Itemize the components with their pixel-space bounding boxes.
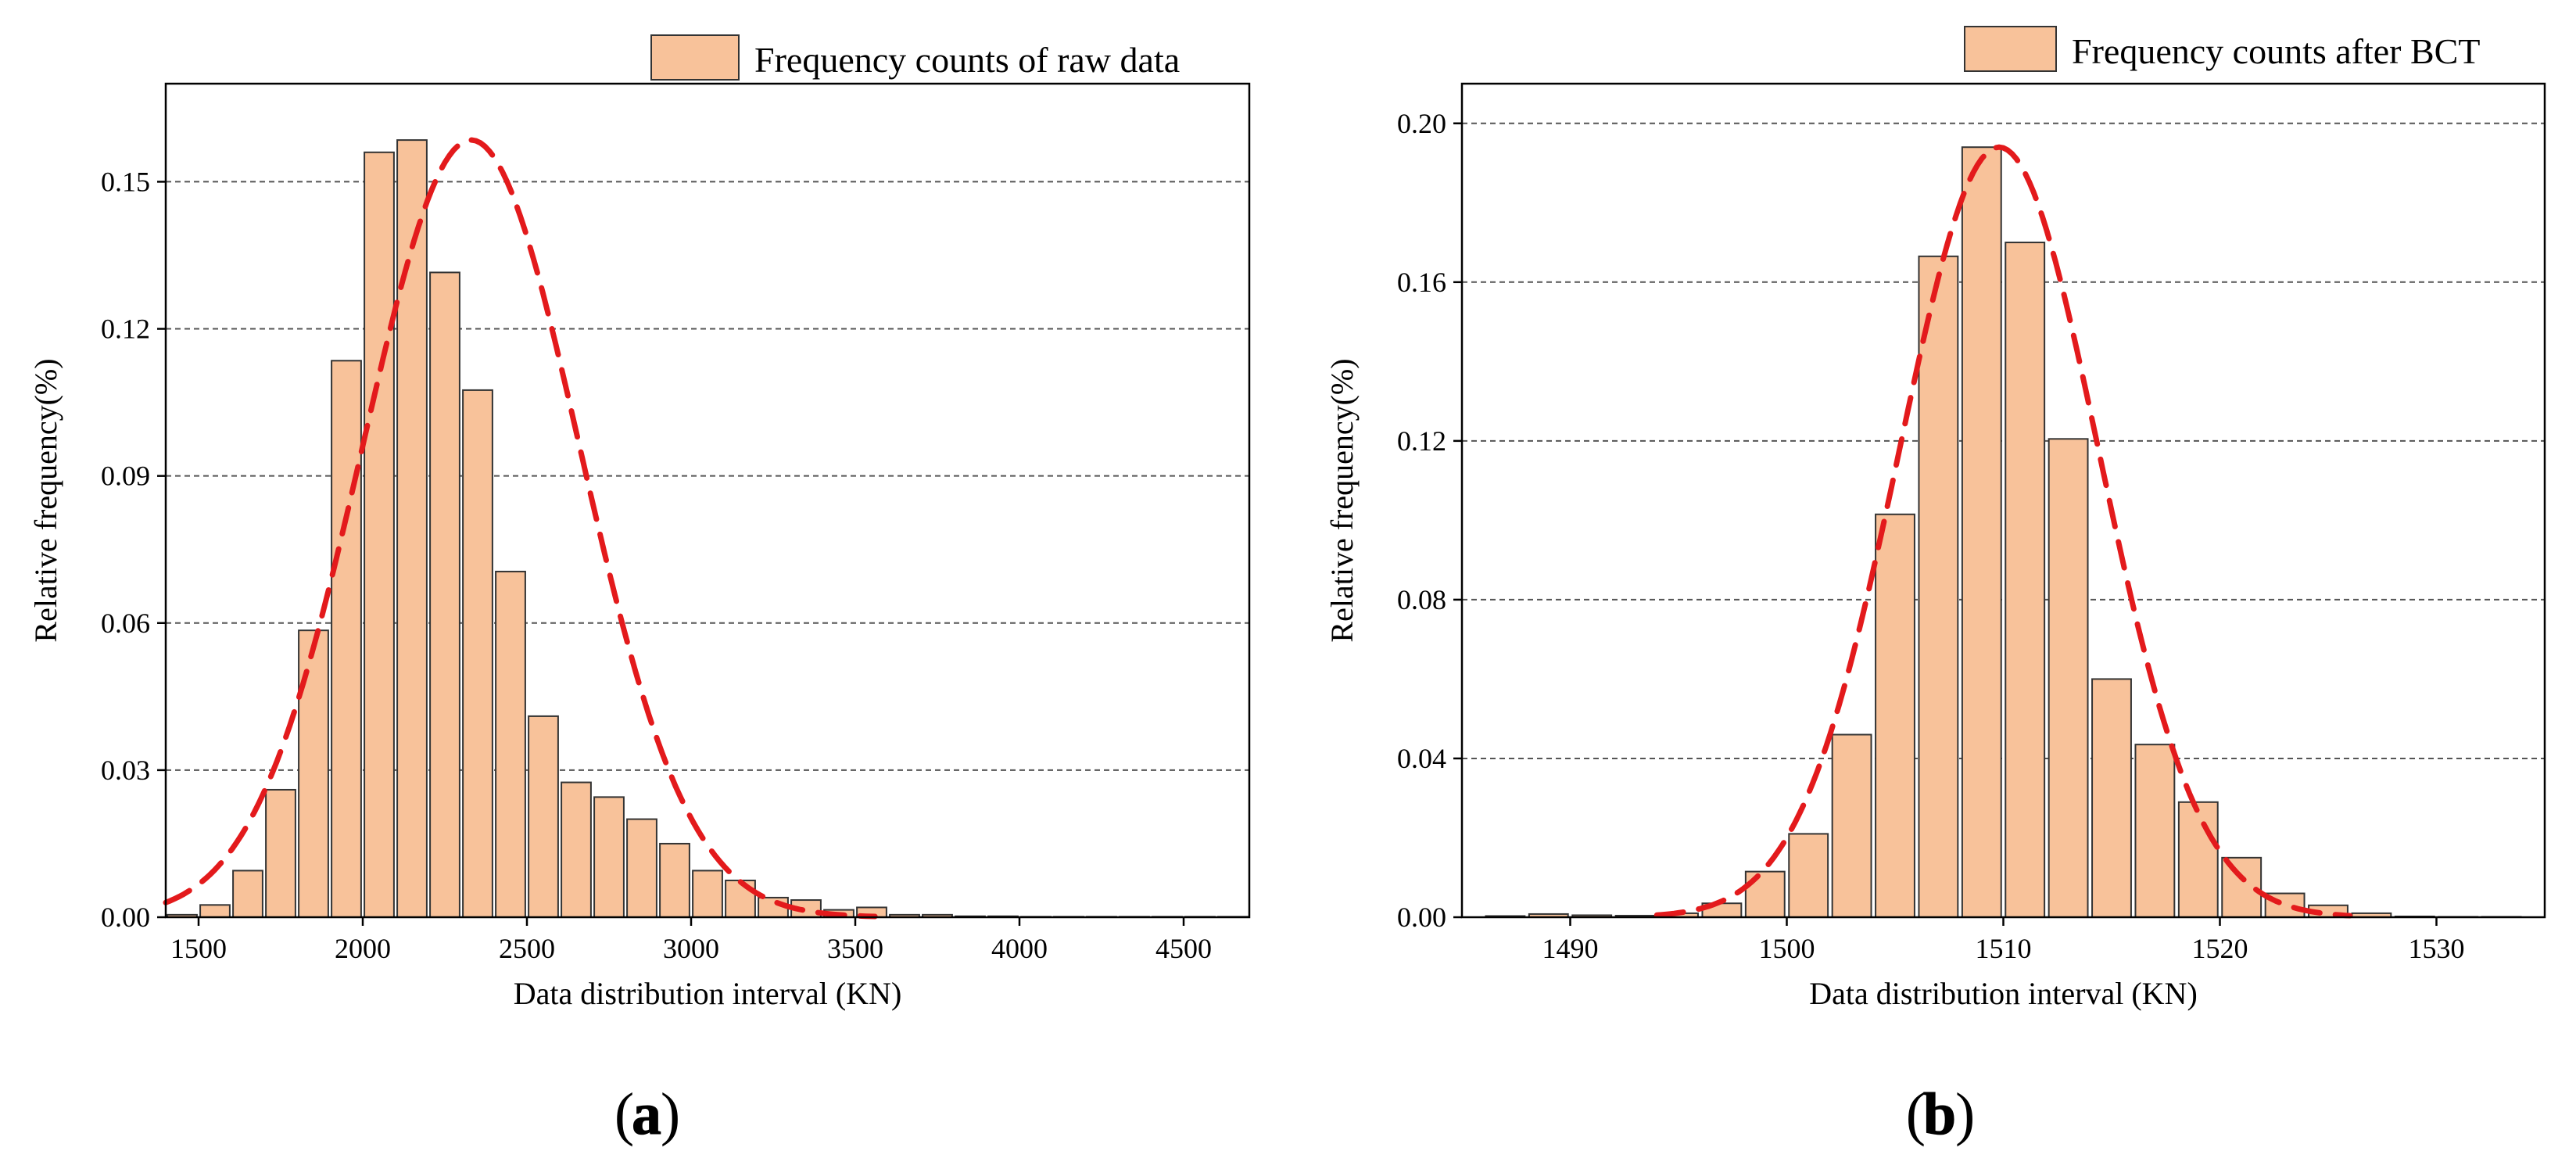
y-axis-title: Relative frequency(%): [1324, 358, 1360, 642]
plot-frame: [164, 82, 1251, 919]
chart-panel-a: 0.00 0.03 0.06 0.09 0.12 0.15 1500 2000 2500 3000…: [28, 34, 1251, 1148]
histogram-bar: [495, 570, 526, 918]
histogram-bar: [2177, 801, 2219, 919]
chart-panel-b: 0.00 0.04 0.08 0.12 0.16 0.20 1490 1500 1510 1520…: [1324, 26, 2546, 1148]
histogram-bar: [396, 139, 428, 919]
x-tick-label: 1500: [1759, 933, 1815, 964]
panel-letter: b: [1923, 1081, 1956, 1147]
x-tick-label: 1520: [2192, 933, 2248, 964]
x-tick-label: 4000: [991, 933, 1048, 964]
x-tick-label: 1500: [170, 933, 227, 964]
y-tick-label: 0.00: [101, 902, 150, 933]
histogram-bar: [298, 629, 329, 918]
legend-swatch: [1964, 26, 2057, 72]
y-tick-label: 0.15: [101, 166, 150, 197]
y-tick-label: 0.12: [101, 314, 150, 345]
histogram-bar: [561, 781, 592, 919]
histogram-bar: [528, 715, 559, 918]
x-tick-label: 3000: [663, 933, 719, 964]
y-tick-label: 0.08: [1397, 584, 1446, 615]
y-tick-label: 0.20: [1397, 108, 1446, 139]
x-tick-label: 2000: [335, 933, 391, 964]
legend: Frequency counts of raw data: [650, 34, 1180, 81]
panel-label: (b): [1906, 1081, 1976, 1147]
x-tick-label: 3500: [827, 933, 883, 964]
histogram-bar: [1831, 733, 1872, 918]
panel-label: (a): [614, 1081, 680, 1147]
x-axis-title: Data distribution interval (KN): [1809, 976, 2198, 1011]
x-tick-label: 1490: [1542, 933, 1599, 964]
y-tick-label: 0.06: [101, 608, 150, 639]
histogram-bar: [462, 389, 493, 919]
y-tick-label: 0.04: [1397, 743, 1446, 774]
y-tick-label: 0.03: [101, 755, 150, 786]
histogram-bar: [2005, 242, 2046, 918]
histogram-bar: [593, 796, 625, 919]
histogram-bar: [626, 818, 657, 919]
legend: Frequency counts after BCT: [1964, 26, 2480, 72]
normal-fit-curve: [1653, 144, 2353, 919]
histogram-bar: [1961, 146, 2002, 918]
legend-swatch: [650, 34, 740, 81]
y-axis-title: Relative frequency(%): [28, 358, 63, 642]
legend-label: Frequency counts of raw data: [754, 40, 1180, 80]
x-tick-label: 2500: [499, 933, 555, 964]
x-axis-title: Data distribution interval (KN): [514, 976, 902, 1011]
histogram-bar: [659, 842, 690, 918]
histogram-bar: [232, 870, 263, 919]
normal-fit-curve: [163, 137, 878, 920]
legend-label: Frequency counts after BCT: [2072, 31, 2480, 71]
panel-letter: a: [632, 1081, 661, 1147]
histogram-bar: [364, 151, 395, 919]
histogram-bar: [1788, 833, 1829, 919]
histogram-bar: [692, 870, 723, 919]
x-tick-label: 1510: [1976, 933, 2032, 964]
histogram-bar: [331, 360, 362, 919]
histogram-bar: [1918, 255, 1959, 919]
histogram-bar: [1875, 513, 1915, 918]
y-tick-label: 0.12: [1397, 425, 1446, 457]
y-tick-label: 0.09: [101, 461, 150, 492]
histogram-bar: [2091, 678, 2132, 919]
histogram-bar: [725, 879, 756, 918]
histogram-bar: [199, 904, 231, 918]
x-tick-label: 4500: [1155, 933, 1212, 964]
histogram-bar: [429, 271, 460, 918]
x-tick-label: 1530: [2409, 933, 2465, 964]
histogram-bar: [2048, 438, 2089, 918]
plot-frame: [1460, 82, 2546, 919]
y-tick-label: 0.16: [1397, 267, 1446, 298]
y-tick-label: 0.00: [1397, 902, 1446, 933]
histogram-bar: [265, 788, 296, 919]
histogram-bar: [2134, 744, 2176, 919]
